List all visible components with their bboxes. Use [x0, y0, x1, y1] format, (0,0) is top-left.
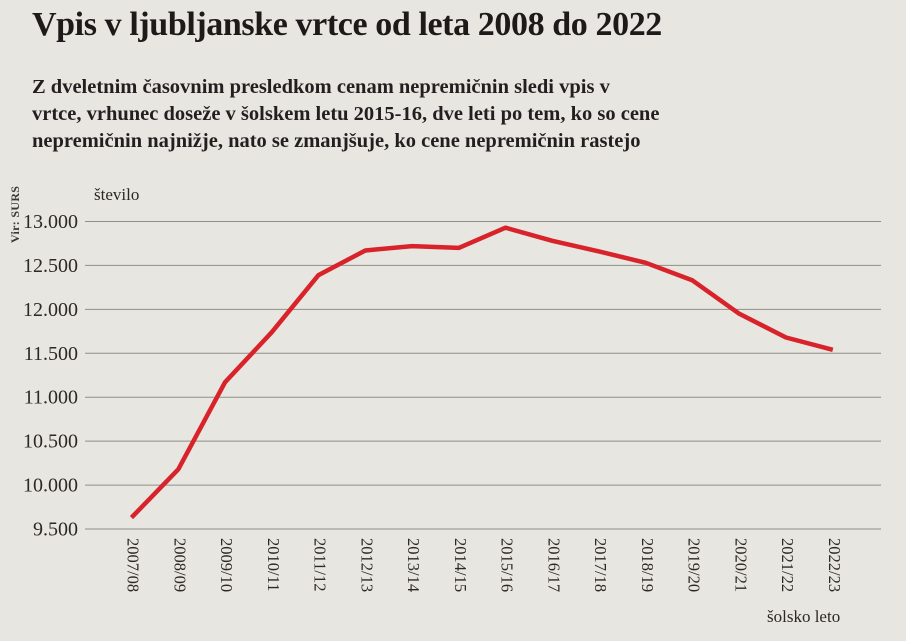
x-tick-label: 2017/18 — [591, 538, 610, 592]
x-tick-label: 2009/10 — [217, 538, 236, 592]
x-tick-label: 2010/11 — [264, 538, 283, 591]
y-tick-label: 11.000 — [24, 387, 78, 409]
y-tick-label: 9.500 — [33, 519, 78, 541]
x-tick-label: 2007/08 — [124, 538, 143, 592]
chart-subtitle: Z dveletnim časovnim presledkom cenam ne… — [32, 74, 659, 155]
y-tick-label: 12.500 — [23, 255, 78, 277]
x-tick-label: 2016/17 — [544, 538, 563, 592]
data-line — [129, 225, 834, 520]
y-axis-title: število — [94, 185, 140, 204]
x-tick-label: 2018/19 — [638, 538, 657, 592]
y-tick-label: 10.500 — [23, 431, 78, 453]
y-tick-label: 10.000 — [23, 475, 78, 497]
x-tick-label: 2014/15 — [451, 538, 470, 592]
x-tick-label: 2011/12 — [311, 538, 330, 591]
x-tick-label: 2022/23 — [825, 538, 844, 592]
y-tick-label: 11.500 — [24, 343, 78, 365]
x-tick-label: 2013/14 — [404, 538, 423, 592]
x-tick-label: 2020/21 — [731, 538, 750, 592]
y-tick-label: 13.000 — [23, 211, 78, 233]
chart-title: Vpis v ljubljanske vrtce od leta 2008 do… — [32, 6, 662, 43]
x-tick-label: 2021/22 — [778, 538, 797, 592]
x-tick-label: 2015/16 — [498, 538, 517, 592]
x-tick-label: 2008/09 — [170, 538, 189, 592]
subtitle-line-1: Z dveletnim časovnim presledkom cenam ne… — [32, 76, 610, 98]
subtitle-line-2: vrtce, vrhunec doseže v šolskem letu 201… — [32, 103, 660, 125]
x-tick-label: 2019/20 — [685, 538, 704, 592]
x-axis-title: šolsko leto — [767, 607, 841, 626]
y-tick-label: 12.000 — [23, 299, 78, 321]
subtitle-line-3: nepremičnin najnižje, nato se zmanjšuje,… — [32, 130, 641, 152]
x-tick-label: 2012/13 — [357, 538, 376, 592]
